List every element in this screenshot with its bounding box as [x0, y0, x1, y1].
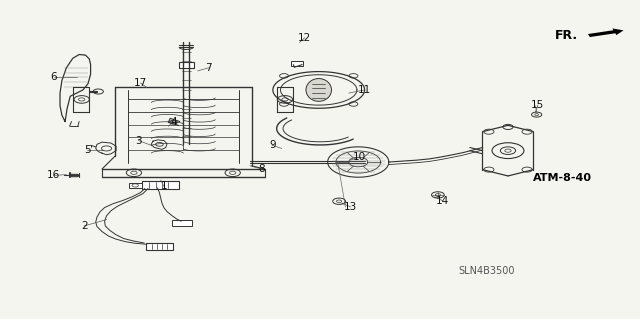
Text: 5: 5	[84, 145, 91, 155]
FancyBboxPatch shape	[146, 243, 173, 250]
Text: 4: 4	[170, 116, 177, 127]
Text: 10: 10	[353, 152, 366, 162]
FancyArrow shape	[588, 28, 623, 37]
Text: SLN4B3500: SLN4B3500	[459, 266, 515, 276]
Text: 15: 15	[531, 100, 545, 110]
Text: 13: 13	[344, 202, 357, 212]
Text: 17: 17	[134, 78, 147, 88]
FancyBboxPatch shape	[129, 182, 142, 188]
Text: 1: 1	[161, 182, 167, 191]
FancyBboxPatch shape	[172, 220, 192, 226]
Text: 8: 8	[258, 164, 265, 174]
Text: 11: 11	[358, 85, 371, 95]
Text: 16: 16	[47, 170, 60, 180]
Text: 3: 3	[135, 136, 141, 145]
FancyBboxPatch shape	[141, 181, 179, 189]
Text: 6: 6	[51, 72, 57, 82]
Text: 2: 2	[81, 221, 88, 231]
Text: FR.: FR.	[555, 29, 578, 42]
Text: 7: 7	[205, 63, 212, 73]
Text: 9: 9	[269, 140, 276, 150]
FancyBboxPatch shape	[179, 62, 194, 68]
Text: ATM-8-40: ATM-8-40	[532, 174, 591, 183]
Text: 12: 12	[298, 33, 311, 43]
Ellipse shape	[306, 78, 332, 101]
FancyBboxPatch shape	[291, 61, 303, 66]
Text: 14: 14	[436, 196, 449, 206]
